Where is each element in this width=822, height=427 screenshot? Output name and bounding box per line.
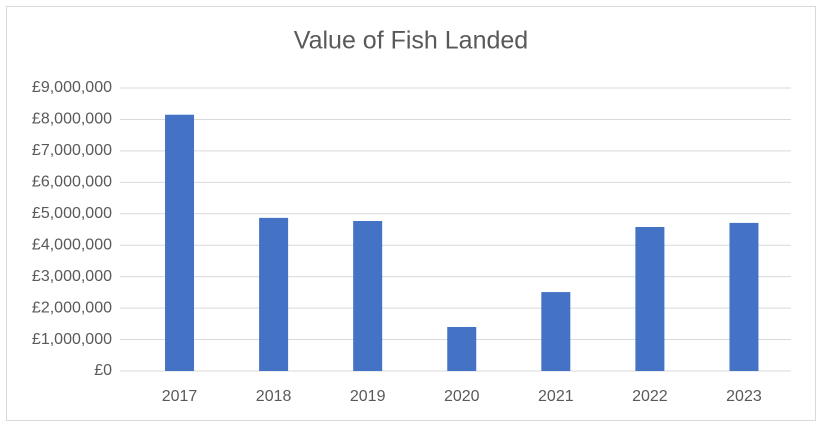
bar (259, 217, 289, 371)
x-tick-label: 2018 (256, 388, 292, 405)
x-tick-label: 2019 (350, 388, 386, 405)
x-tick-label: 2021 (538, 388, 574, 405)
y-tick-label: £2,000,000 (32, 299, 112, 316)
y-tick-label: £0 (94, 362, 112, 379)
bar (541, 292, 571, 371)
bar (635, 226, 665, 371)
y-tick-label: £4,000,000 (32, 236, 112, 253)
y-tick-label: £3,000,000 (32, 268, 112, 285)
bar (165, 114, 195, 371)
bar (729, 222, 759, 371)
y-tick-label: £7,000,000 (32, 142, 112, 159)
y-tick-label: £9,000,000 (32, 79, 112, 96)
x-tick-label: 2022 (632, 388, 668, 405)
x-tick-label: 2023 (726, 388, 762, 405)
y-tick-label: £1,000,000 (32, 331, 112, 348)
x-tick-label: 2020 (444, 388, 480, 405)
y-tick-label: £6,000,000 (32, 174, 112, 191)
y-tick-label: £8,000,000 (32, 111, 112, 128)
x-tick-label: 2017 (162, 388, 198, 405)
bar (353, 221, 383, 371)
bar (447, 326, 477, 371)
chart-title: Value of Fish Landed (294, 27, 528, 55)
y-tick-label: £5,000,000 (32, 205, 112, 222)
